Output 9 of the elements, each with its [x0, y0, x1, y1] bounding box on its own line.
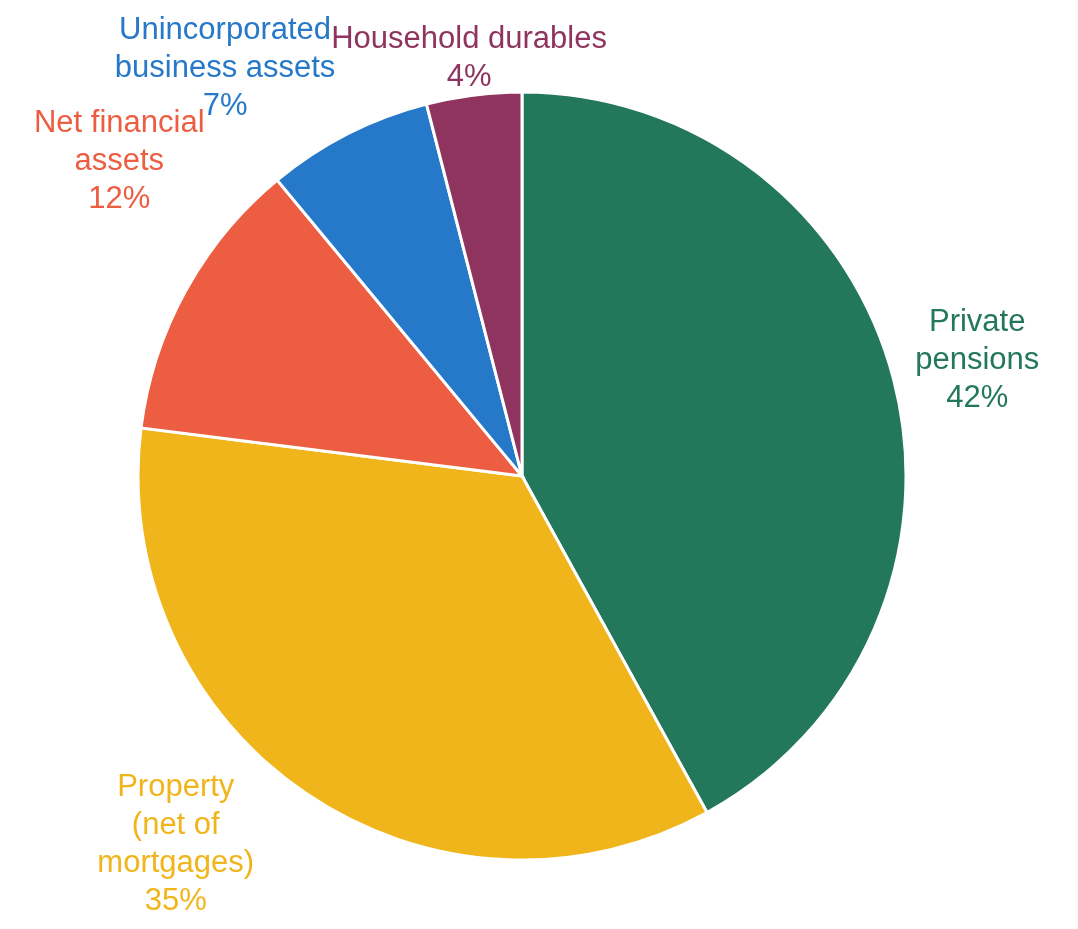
- data-label: 7%: [202, 86, 248, 122]
- data-label: 42%: [946, 378, 1009, 414]
- slice-label: Private pensions: [915, 302, 1040, 376]
- data-label: 12%: [88, 180, 151, 216]
- data-label: 4%: [446, 57, 492, 93]
- slice-label: Net financial assets: [33, 104, 205, 178]
- slice-label: Household durables: [331, 19, 607, 55]
- data-label: 35%: [144, 881, 207, 917]
- slice-label: Property (net of mortgages): [97, 767, 255, 879]
